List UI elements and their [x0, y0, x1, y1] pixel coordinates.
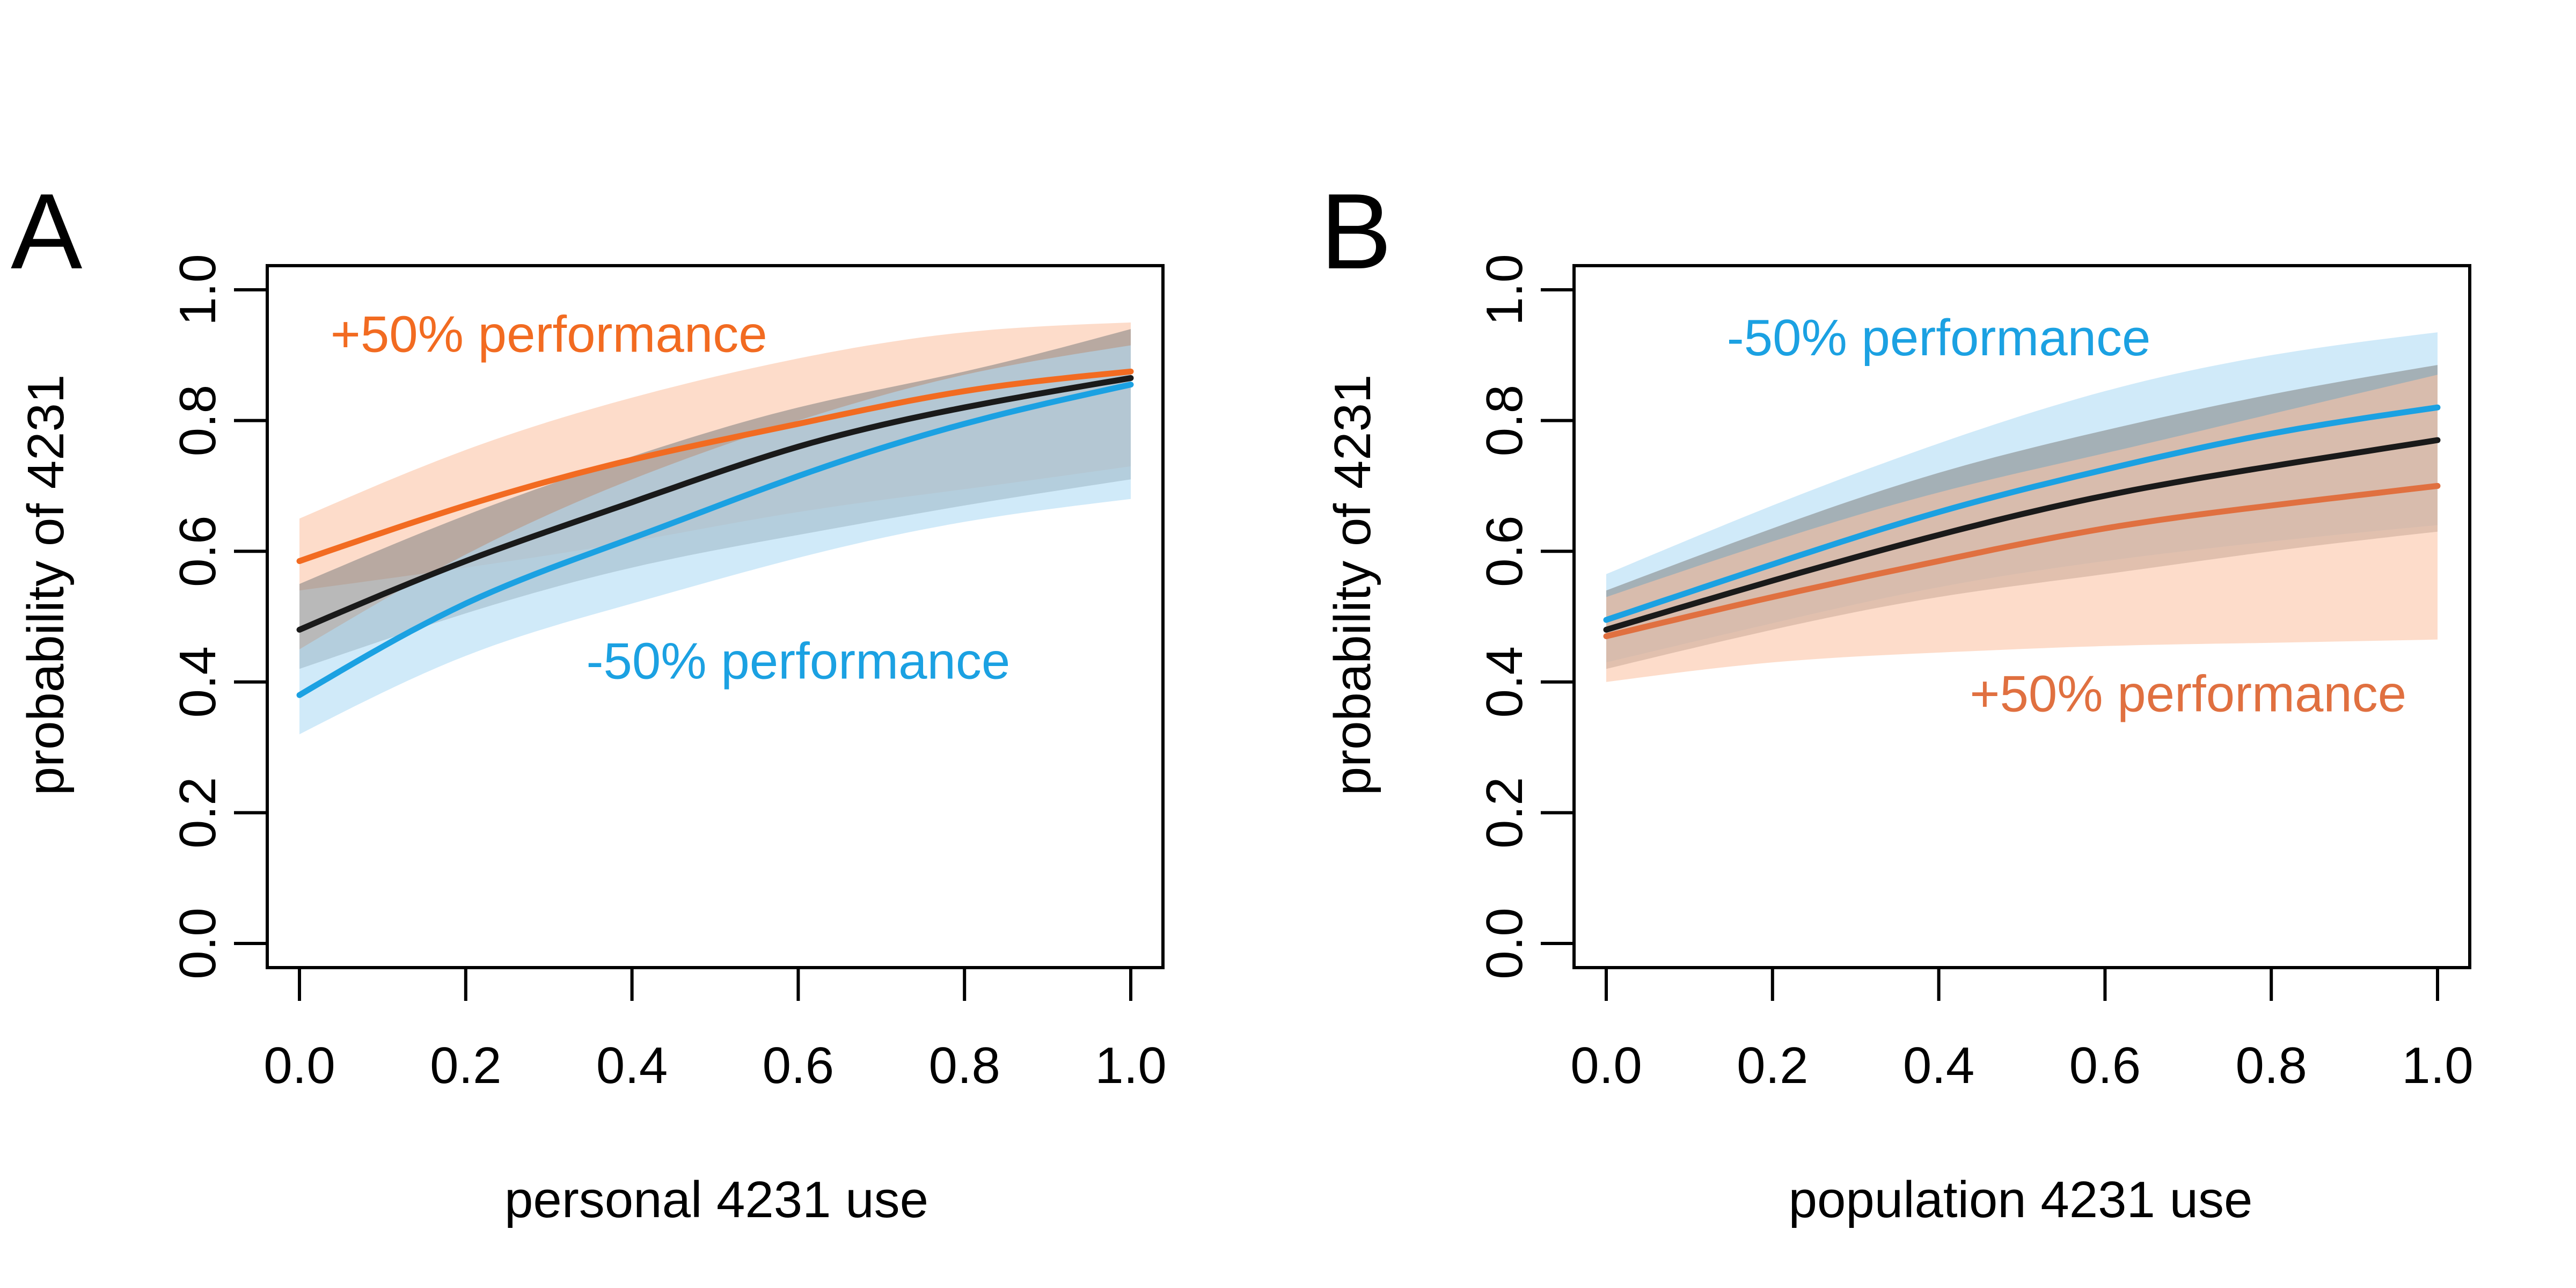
- panel-a: 0.0 0.2 0.4 0.6 0.8 1.0 0.0 0.2 0.4 0.6 0.8 1.0 +50%…: [11, 172, 1167, 1228]
- x-axis-label-a: personal 4231 use: [504, 1171, 928, 1228]
- series-line-minus: [296, 382, 1134, 698]
- series-line-base: [296, 375, 1134, 633]
- x-tick-label: 0.6: [763, 1037, 834, 1094]
- y-tick-label: 0.4: [1476, 646, 1533, 718]
- x-axis-label-b: population 4231 use: [1789, 1171, 2253, 1228]
- x-tick-label: 0.0: [264, 1037, 335, 1094]
- x-tick-label: 0.2: [430, 1037, 501, 1094]
- y-tick-label: 0.6: [1476, 515, 1533, 587]
- y-tick-label: 0.4: [169, 646, 226, 718]
- series-label-plus: +50% performance: [1970, 665, 2406, 723]
- plot-area: 0.0 0.2 0.4 0.6 0.8 1.0 0.0 0.2 0.4 0.6 0.8 1.0 +50%…: [169, 254, 1167, 1094]
- plot-area: 0.0 0.2 0.4 0.6 0.8 1.0 0.0 0.2 0.4 0.6 0.8 1.0 -50%…: [1476, 254, 2473, 1094]
- y-axis-label-b: probability of 4231: [1324, 375, 1381, 796]
- series-label-plus: +50% performance: [331, 306, 767, 363]
- series-line-minus: [1603, 404, 2441, 623]
- y-tick-label: 0.8: [169, 385, 226, 456]
- x-tick-label: 0.4: [1903, 1037, 1974, 1094]
- y-tick-label: 0.6: [169, 515, 226, 587]
- series-label-minus: -50% performance: [1727, 309, 2151, 367]
- y-tick-label: 0.0: [1476, 908, 1533, 979]
- y-axis-label-a: probability of 4231: [17, 375, 75, 796]
- x-tick-label: 0.8: [928, 1037, 1000, 1094]
- x-tick-label: 0.2: [1737, 1037, 1808, 1094]
- y-tick-label: 0.2: [169, 777, 226, 848]
- y-tick-label: 1.0: [169, 254, 226, 325]
- confidence-band-minus: [299, 345, 1131, 735]
- x-tick-label: 1.0: [1095, 1037, 1166, 1094]
- x-tick-label: 1.0: [2402, 1037, 2473, 1094]
- x-tick-label: 0.6: [2069, 1037, 2141, 1094]
- y-tick-label: 0.2: [1476, 777, 1533, 848]
- series-label-minus: -50% performance: [587, 633, 1011, 690]
- x-tick-label: 0.8: [2235, 1037, 2307, 1094]
- series-line-plus: [1603, 482, 2441, 639]
- x-tick-label: 0.4: [596, 1037, 668, 1094]
- y-tick-label: 0.8: [1476, 385, 1533, 456]
- y-tick-label: 0.0: [169, 908, 226, 979]
- panel-b: 0.0 0.2 0.4 0.6 0.8 1.0 0.0 0.2 0.4 0.6 0.8 1.0 -50%…: [1320, 172, 2473, 1228]
- panel-letter-b: B: [1320, 172, 1392, 291]
- panel-letter-a: A: [11, 172, 83, 291]
- series-line-plus: [296, 368, 1134, 564]
- y-tick-label: 1.0: [1476, 254, 1533, 325]
- series-line-base: [1603, 437, 2441, 633]
- confidence-band-plus: [1606, 375, 2438, 682]
- x-tick-label: 0.0: [1570, 1037, 1642, 1094]
